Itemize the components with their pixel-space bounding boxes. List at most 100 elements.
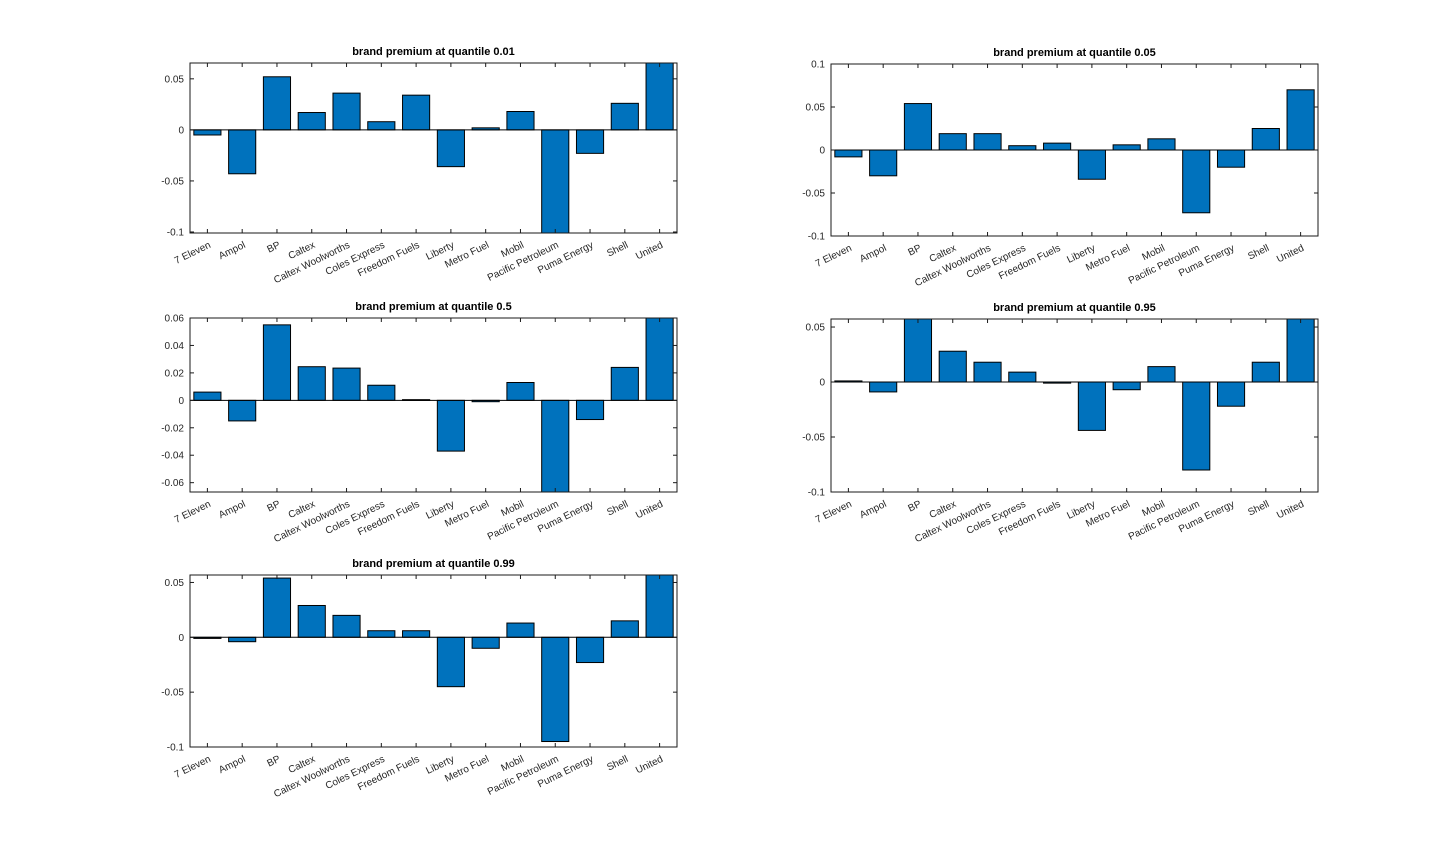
bar-caltex-woolworths <box>332 614 361 638</box>
chart-title: brand premium at quantile 0.01 <box>352 46 515 58</box>
bar-puma-energy <box>1216 381 1246 407</box>
xtick-label: 7 Eleven <box>173 499 213 526</box>
bar-liberty <box>1077 149 1106 180</box>
bar-freedom-fuels <box>402 94 431 131</box>
ytick-label: 0 <box>819 378 825 389</box>
bar-ampol <box>869 149 898 177</box>
bar-metro-fuel <box>471 636 500 649</box>
ytick-label: -0.1 <box>808 488 826 499</box>
bar-caltex <box>297 604 326 638</box>
bar-puma-energy <box>575 636 605 664</box>
ytick-label: -0.05 <box>161 688 184 699</box>
bar-united <box>645 575 674 638</box>
ytick-label: -0.05 <box>161 176 184 187</box>
xtick-label: Shell <box>605 499 630 519</box>
xtick-label: Shell <box>605 240 630 260</box>
chart-quantile-0.5: -0.06 -0.04 -0.02 0 0.02 0.04 0.06 7 Eleven Ampo… <box>125 296 693 577</box>
ytick-label: 0.06 <box>165 314 185 325</box>
xtick-label: Ampol <box>217 499 247 521</box>
chart-quantile-0.95: -0.1 -0.05 0 0.05 7 Eleven Ampol BP Caltex Calte… <box>766 297 1334 577</box>
bar-caltex <box>938 350 967 383</box>
bar-united <box>1286 319 1315 383</box>
bar-shell <box>610 102 639 131</box>
bar-ampol <box>228 399 257 422</box>
bar-shell <box>1251 361 1280 383</box>
bar-coles-express <box>1008 145 1037 151</box>
bar-caltex-woolworths <box>973 361 1002 383</box>
xtick-label: 7 Eleven <box>814 499 854 526</box>
axes-box <box>189 317 678 493</box>
xtick-label: Ampol <box>217 754 247 776</box>
bar-puma-energy <box>1216 149 1246 168</box>
ytick-label: -0.1 <box>167 743 185 754</box>
bar-pacific-petroleum <box>541 636 570 743</box>
ytick-label: 0.05 <box>806 323 826 334</box>
xtick-label: United <box>1275 499 1306 522</box>
xtick-label: BP <box>265 240 282 256</box>
ytick-label: 0.05 <box>806 103 826 114</box>
bar-caltex <box>297 112 326 131</box>
axes-box <box>189 62 678 234</box>
chart-quantile-0.99: -0.1 -0.05 0 0.05 7 Eleven Ampol BP Caltex Calte… <box>125 553 693 832</box>
bar-caltex <box>938 133 967 151</box>
bar-coles-express <box>1008 371 1037 383</box>
bar-liberty <box>436 399 465 452</box>
xtick-label: 7 Eleven <box>173 754 213 781</box>
bar-pacific-petroleum <box>541 399 570 492</box>
bar-ampol <box>869 381 898 393</box>
bar-puma-energy <box>575 129 605 154</box>
ytick-label: 0 <box>178 633 184 644</box>
bar-metro-fuel <box>1112 144 1141 151</box>
xtick-label: United <box>634 499 665 522</box>
chart-quantile-0.05: -0.1 -0.05 0 0.05 0.1 7 Eleven Ampol BP Caltex Ca… <box>766 42 1334 321</box>
ytick-label: -0.1 <box>808 232 826 243</box>
bar-freedom-fuels <box>1043 142 1072 151</box>
ytick-label: -0.05 <box>802 433 825 444</box>
ytick-label: -0.05 <box>802 189 825 200</box>
xtick-label: Shell <box>605 754 630 774</box>
bar-metro-fuel <box>1112 381 1141 391</box>
xtick-label: BP <box>906 243 923 259</box>
ytick-label: 0.02 <box>165 368 185 379</box>
chart-title: brand premium at quantile 0.5 <box>355 301 511 313</box>
xtick-label: Shell <box>1246 499 1271 519</box>
bar-caltex <box>297 366 326 401</box>
bar-ampol <box>228 129 257 175</box>
bar-coles-express <box>367 121 396 131</box>
bar-united <box>645 63 674 131</box>
bar-coles-express <box>367 630 396 638</box>
ytick-label: 0.05 <box>165 74 185 85</box>
bar-bp <box>262 324 292 401</box>
bar-7-eleven <box>834 149 863 158</box>
bar-7-eleven <box>193 391 222 401</box>
bar-shell <box>610 620 639 638</box>
bar-pacific-petroleum <box>541 129 570 233</box>
bar-liberty <box>436 636 465 688</box>
bar-mobil <box>1147 366 1176 383</box>
xtick-label: Ampol <box>858 499 888 521</box>
xtick-label: 7 Eleven <box>814 243 854 270</box>
bar-shell <box>1251 128 1280 151</box>
ytick-label: 0 <box>178 396 184 407</box>
xtick-label: United <box>634 240 665 263</box>
bar-bp <box>262 577 292 638</box>
bar-bp <box>262 76 292 131</box>
ytick-label: 0.05 <box>165 578 185 589</box>
xtick-label: BP <box>265 499 282 515</box>
xtick-label: United <box>1275 243 1306 266</box>
bar-caltex-woolworths <box>973 133 1002 151</box>
ytick-label: -0.02 <box>161 423 184 434</box>
bar-pacific-petroleum <box>1182 149 1211 214</box>
ytick-label: -0.04 <box>161 451 184 462</box>
bar-caltex-woolworths <box>332 92 361 131</box>
chart-title: brand premium at quantile 0.95 <box>993 302 1156 314</box>
ytick-label: -0.06 <box>161 478 184 489</box>
bar-united <box>1286 89 1315 151</box>
bar-mobil <box>506 382 535 401</box>
chart-svg-0.5: -0.06 -0.04 -0.02 0 0.02 0.04 0.06 7 Eleven Ampo… <box>161 301 678 545</box>
bar-pacific-petroleum <box>1182 381 1211 471</box>
